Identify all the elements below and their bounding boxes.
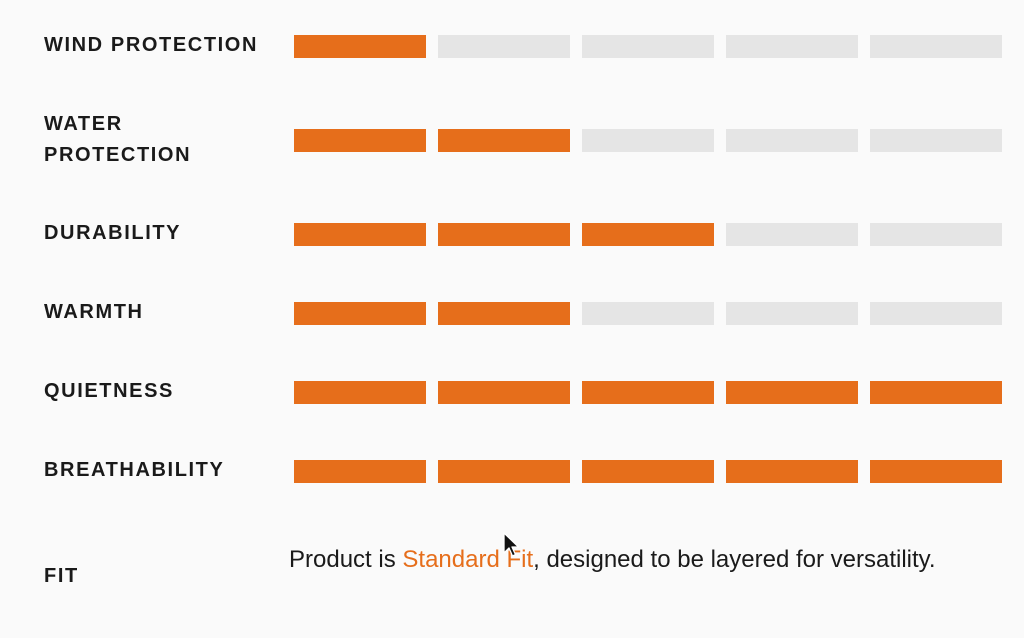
mouse-pointer-icon (503, 532, 519, 557)
rating-segment-filled (582, 381, 714, 404)
rating-bar-breathability (294, 460, 1002, 483)
attribute-label-water-protection: WATER PROTECTION (44, 113, 192, 166)
rating-segment-filled (294, 223, 426, 246)
attribute-label-wind-protection: WIND PROTECTION (44, 34, 258, 56)
rating-segment-filled (870, 460, 1002, 483)
rating-segment-empty (870, 302, 1002, 325)
rating-segment-filled (438, 223, 570, 246)
fit-label: FIT (44, 565, 79, 587)
attribute-label-breathability: BREATHABILITY (44, 459, 225, 481)
rating-segment-filled (294, 35, 426, 58)
rating-bar-quietness (294, 381, 1002, 404)
rating-segment-empty (870, 35, 1002, 58)
rating-bar-water-protection (294, 129, 1002, 152)
rating-segment-filled (582, 460, 714, 483)
rating-segment-filled (726, 381, 858, 404)
rating-segment-empty (870, 129, 1002, 152)
rating-segment-filled (582, 223, 714, 246)
attribute-label-warmth: WARMTH (44, 301, 144, 323)
attribute-label-quietness: QUIETNESS (44, 380, 174, 402)
rating-segment-filled (438, 129, 570, 152)
rating-segment-empty (582, 129, 714, 152)
rating-segment-empty (726, 129, 858, 152)
rating-segment-empty (726, 223, 858, 246)
rating-bar-wind-protection (294, 35, 1002, 58)
rating-bar-durability (294, 223, 1002, 246)
rating-segment-filled (438, 381, 570, 404)
rating-segment-filled (438, 460, 570, 483)
rating-segment-filled (870, 381, 1002, 404)
rating-segment-empty (582, 302, 714, 325)
fit-description-suffix: , designed to be layered for versatility… (533, 546, 936, 573)
rating-segment-empty (726, 35, 858, 58)
rating-segment-filled (294, 302, 426, 325)
rating-segment-filled (726, 460, 858, 483)
rating-segment-filled (294, 460, 426, 483)
attribute-label-durability: DURABILITY (44, 222, 182, 244)
rating-segment-filled (294, 381, 426, 404)
rating-segment-empty (438, 35, 570, 58)
rating-segment-filled (294, 129, 426, 152)
rating-segment-empty (726, 302, 858, 325)
rating-segment-filled (438, 302, 570, 325)
rating-segment-empty (582, 35, 714, 58)
fit-description: Product is Standard Fit, designed to be … (289, 538, 989, 581)
rating-bar-warmth (294, 302, 1002, 325)
rating-segment-empty (870, 223, 1002, 246)
fit-description-prefix: Product is (289, 546, 403, 573)
